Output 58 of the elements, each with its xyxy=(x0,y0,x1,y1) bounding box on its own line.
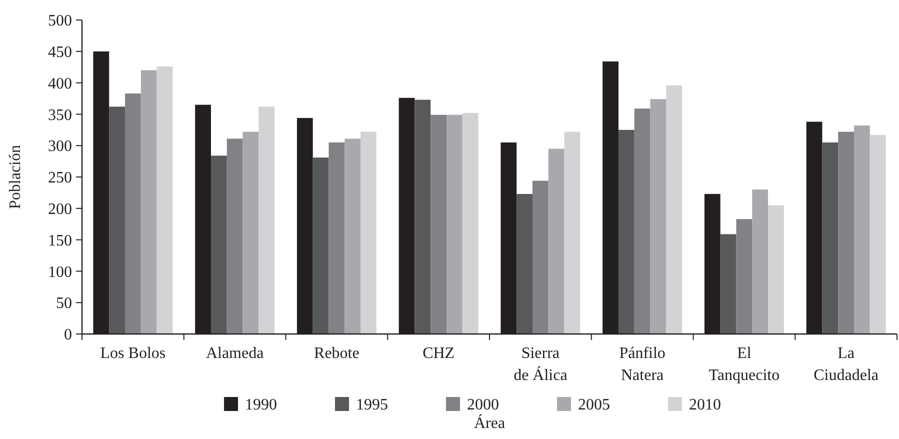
y-tick-label: 0 xyxy=(64,326,72,344)
y-tick-label: 250 xyxy=(48,170,72,187)
bar xyxy=(548,148,564,334)
bar xyxy=(360,132,376,334)
x-tick-label: Sierra de Álica xyxy=(514,345,568,384)
bar xyxy=(258,106,275,334)
x-tick-label: La Ciudadela xyxy=(814,345,878,384)
y-tick-label: 450 xyxy=(48,44,72,61)
bar xyxy=(328,142,345,334)
bar xyxy=(768,205,784,334)
y-tick-label: 200 xyxy=(48,201,72,218)
x-axis-title: Área xyxy=(474,414,506,432)
bar xyxy=(109,106,125,334)
y-tick-label: 50 xyxy=(56,295,72,312)
x-tick-label: Pánfilo Natera xyxy=(619,345,666,384)
bar xyxy=(618,130,634,334)
x-tick-label: Alameda xyxy=(206,345,264,362)
y-tick-label: 150 xyxy=(48,232,72,250)
legend-label: 1995 xyxy=(356,396,388,414)
x-tick-label: CHZ xyxy=(422,345,455,362)
bar xyxy=(226,138,243,334)
y-tick-label: 350 xyxy=(48,106,72,124)
legend-label: 2010 xyxy=(689,396,721,414)
bar xyxy=(854,126,870,334)
legend-label: 2000 xyxy=(467,396,499,414)
bar xyxy=(210,156,227,334)
bar xyxy=(838,132,854,334)
bar xyxy=(430,114,447,334)
bar xyxy=(634,108,650,334)
bar xyxy=(650,99,666,334)
bar xyxy=(462,112,478,334)
bar xyxy=(736,219,752,334)
bar xyxy=(752,190,768,334)
x-tick-label: Rebote xyxy=(314,345,360,362)
bar xyxy=(124,93,141,334)
y-tick-label: 500 xyxy=(48,12,72,30)
bar xyxy=(446,114,462,334)
x-tick-label: Los Bolos xyxy=(100,345,166,362)
bar xyxy=(140,70,157,334)
legend-label: 2005 xyxy=(578,396,610,414)
bar xyxy=(414,100,431,334)
y-tick-label: 400 xyxy=(48,75,72,92)
bar xyxy=(822,142,838,334)
x-tick-label: El Tanquecito xyxy=(708,345,780,384)
bar xyxy=(156,66,173,334)
bar xyxy=(666,85,682,334)
bar xyxy=(870,134,886,334)
bar xyxy=(720,234,736,334)
legend-label: 1990 xyxy=(245,396,277,414)
y-tick-label: 100 xyxy=(48,264,72,281)
y-axis-title: Población xyxy=(7,145,24,209)
bar xyxy=(242,132,259,334)
bar xyxy=(532,180,548,334)
bar xyxy=(344,138,361,334)
bar xyxy=(516,194,532,334)
bar xyxy=(564,132,580,334)
y-tick-label: 300 xyxy=(48,138,72,156)
bar xyxy=(312,158,329,334)
